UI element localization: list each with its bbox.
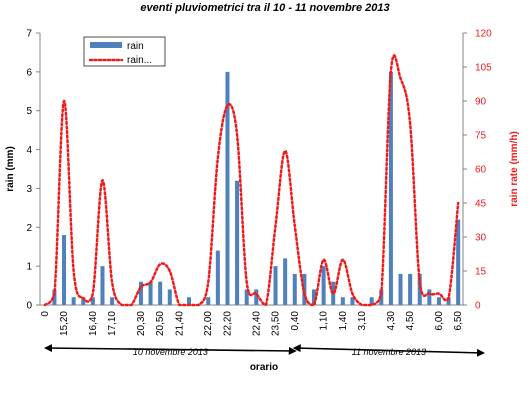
x-tick-label: 3,10 <box>357 311 368 331</box>
x-tick-label: 0,40 <box>290 311 301 331</box>
legend-rate-label: rain... <box>127 55 152 66</box>
rain-bar <box>90 297 95 305</box>
x-axis-label: orario <box>250 362 278 373</box>
legend: rain rain... <box>83 36 166 67</box>
rain-bar <box>283 258 288 305</box>
y2-tick-label: 120 <box>475 29 492 40</box>
x-tick-label: 16,40 <box>88 311 99 336</box>
legend-rain-swatch <box>90 42 122 48</box>
rain-rate-line <box>43 54 460 307</box>
rain-bar <box>167 289 172 305</box>
y-tick-label: 5 <box>26 106 32 117</box>
y-tick-label: 1 <box>26 262 32 273</box>
x-tick-label: 22,40 <box>251 311 262 336</box>
rain-bar <box>148 281 153 305</box>
x-tick-label: 4,50 <box>405 311 416 331</box>
rain-bar <box>110 297 115 305</box>
rain-bar <box>62 235 67 305</box>
y2-axis-label: rain rate (mm/h) <box>509 131 520 207</box>
rain-bar <box>398 273 403 305</box>
rain-bar <box>446 297 451 305</box>
x-tick-label: 1,10 <box>319 311 330 331</box>
rain-bar <box>71 297 76 305</box>
x-tick-label: 20,50 <box>155 311 166 336</box>
x-tick-label: 6,00 <box>434 311 445 331</box>
rain-bar <box>388 71 393 305</box>
rain-bar <box>81 297 86 305</box>
y-tick-label: 6 <box>26 67 32 78</box>
y-tick-label: 4 <box>26 145 32 156</box>
x-tick-label: 23,50 <box>271 311 282 336</box>
x-tick-label: 22,00 <box>203 311 214 336</box>
rain-bar <box>292 273 297 305</box>
rain-rate-series <box>43 54 460 307</box>
rain-bar <box>158 281 163 305</box>
chart-title: eventi pluviometrici tra il 10 - 11 nove… <box>140 2 389 14</box>
x-tick-label: 4,30 <box>386 311 397 331</box>
y-axis-label: rain (mm) <box>5 146 16 192</box>
y2-tick-label: 90 <box>475 97 487 108</box>
rain-bar <box>225 71 230 305</box>
rain-bar <box>311 289 317 305</box>
date-range-arrow <box>292 344 485 357</box>
rain-bar <box>52 289 57 305</box>
x-tick-label: 6,50 <box>453 311 464 331</box>
y-tick-label: 0 <box>26 301 32 312</box>
y2-axis-ticks: 0 15 30 45 60 75 90 105 120 <box>463 29 492 312</box>
rain-bar <box>244 289 249 305</box>
x-tick-label: 0 <box>40 311 51 317</box>
rain-bar <box>340 297 345 305</box>
y2-tick-label: 60 <box>475 165 487 176</box>
y-tick-label: 3 <box>26 184 32 195</box>
y-tick-label: 7 <box>26 29 32 40</box>
x-axis-ticks: 0 15,20 16,40 17,10 20,30 20,50 21,40 22,00 22,2… <box>40 311 464 336</box>
rain-bar <box>273 266 278 305</box>
date-range-arrow <box>44 344 297 355</box>
rain-bar <box>321 266 326 305</box>
rain-bar <box>427 289 432 305</box>
rain-bar <box>254 289 259 305</box>
x-tick-label: 21,40 <box>174 311 185 336</box>
x-tick-label: 15,20 <box>59 311 70 336</box>
rain-bar <box>369 297 374 305</box>
y2-tick-label: 105 <box>475 63 492 74</box>
y2-tick-label: 30 <box>475 233 487 244</box>
legend-rain-label: rain <box>127 41 144 52</box>
rain-bar <box>408 273 413 305</box>
date-range-label: 10 novembre 2013 <box>133 347 208 357</box>
date-annotations: 10 novembre 2013 11 novembre 2013 <box>44 344 485 357</box>
x-tick-label: 17,10 <box>107 311 118 336</box>
rain-bars <box>52 71 461 305</box>
y2-tick-label: 45 <box>475 199 487 210</box>
rain-bar <box>215 250 220 305</box>
rain-bar <box>206 297 211 305</box>
y2-tick-label: 0 <box>475 301 481 312</box>
y2-tick-label: 75 <box>475 131 487 142</box>
rain-bar <box>138 281 143 305</box>
rain-bar <box>350 297 355 305</box>
rain-bar <box>235 180 240 305</box>
rain-bar <box>186 297 192 305</box>
x-tick-label: 20,30 <box>136 311 147 336</box>
x-tick-label: 1,40 <box>338 311 349 331</box>
rain-bar <box>436 297 441 305</box>
date-range-label: 11 novembre 2013 <box>352 347 426 357</box>
y2-tick-label: 15 <box>475 267 487 278</box>
rain-bar <box>456 219 461 305</box>
y-tick-label: 2 <box>26 223 32 234</box>
rain-bar <box>100 266 105 305</box>
y-axis-ticks: 0 1 2 3 4 5 6 7 <box>26 29 40 312</box>
x-tick-label: 22,20 <box>222 311 233 336</box>
legend-box <box>83 36 166 67</box>
